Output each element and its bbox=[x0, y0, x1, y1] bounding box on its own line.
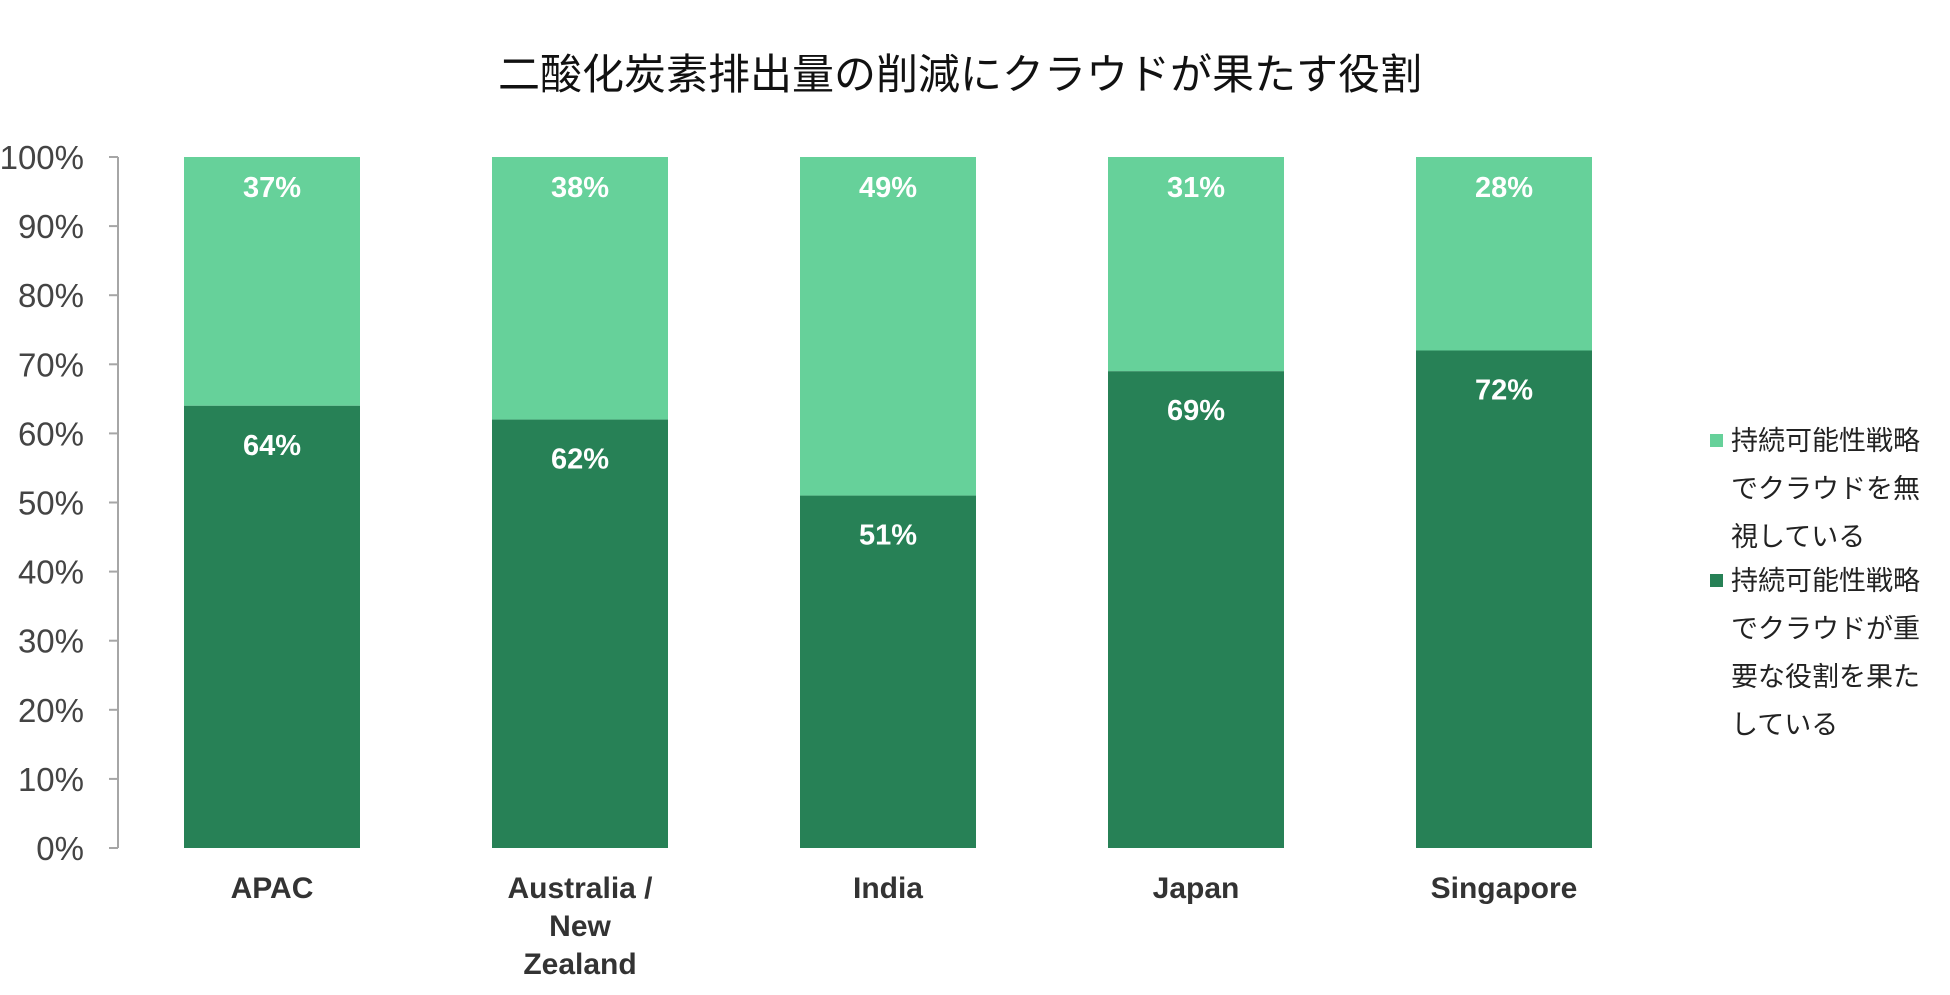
bar-segment-ignore bbox=[492, 157, 668, 420]
x-tick-label: APAC bbox=[231, 872, 314, 905]
bar-segment-ignore bbox=[1108, 157, 1284, 372]
x-tick-label: Australia / New Zealand bbox=[507, 872, 653, 981]
bar-segment-important bbox=[800, 495, 976, 848]
bar-segment-important bbox=[1416, 350, 1592, 848]
legend: 持続可能性戦略でクラウドを無視している持続可能性戦略でクラウドが重要な役割を果た… bbox=[1710, 426, 1920, 741]
legend-swatch bbox=[1710, 574, 1723, 587]
y-tick-label: 90% bbox=[18, 208, 84, 245]
data-label-ignore: 38% bbox=[551, 172, 609, 204]
y-tick-label: 20% bbox=[18, 692, 84, 729]
y-tick-label: 50% bbox=[18, 485, 84, 522]
x-tick-labels: APAC Australia / New Zealand India Japan Singa… bbox=[231, 872, 1578, 981]
bar-segment-important bbox=[1108, 371, 1284, 848]
legend-label-line: 視している bbox=[1731, 522, 1865, 553]
x-tick-label-line: Singapore bbox=[1431, 872, 1578, 905]
bar-segment-ignore bbox=[1416, 157, 1592, 351]
legend-label-line: 持続可能性戦略 bbox=[1731, 426, 1920, 457]
data-label-important: 69% bbox=[1167, 395, 1225, 427]
data-label-important: 51% bbox=[859, 520, 917, 552]
x-tick-label-line: Australia / bbox=[507, 872, 653, 905]
x-tick-label: India bbox=[853, 872, 923, 905]
y-tick-label: 30% bbox=[18, 623, 84, 660]
data-label-ignore: 37% bbox=[243, 172, 301, 204]
legend-label-line: 持続可能性戦略 bbox=[1731, 566, 1920, 597]
y-tick-label: 70% bbox=[18, 346, 84, 383]
legend-label-line: している bbox=[1731, 710, 1838, 741]
x-tick-label-line: Zealand bbox=[523, 948, 636, 981]
x-tick-label-line: India bbox=[853, 872, 923, 905]
legend-label-line: でクラウドが重 bbox=[1731, 614, 1920, 645]
legend-entry-label: 持続可能性戦略でクラウドが重要な役割を果たしている bbox=[1731, 566, 1920, 741]
data-label-ignore: 49% bbox=[859, 172, 917, 204]
legend-swatch bbox=[1710, 434, 1723, 447]
y-tick-label: 40% bbox=[18, 554, 84, 591]
data-label-ignore: 28% bbox=[1475, 172, 1533, 204]
y-tick-label: 60% bbox=[18, 415, 84, 452]
legend-label-line: でクラウドを無 bbox=[1731, 474, 1920, 505]
x-tick-label-line: Japan bbox=[1153, 872, 1240, 905]
bars bbox=[184, 157, 1592, 848]
y-tick-label: 10% bbox=[18, 761, 84, 798]
data-label-important: 72% bbox=[1475, 374, 1533, 406]
data-labels: 37% 64% 38% 62% 49% 51% 31% 69% 28% 72% bbox=[243, 172, 1533, 552]
legend-label-line: 要な役割を果た bbox=[1731, 662, 1920, 693]
data-label-important: 64% bbox=[243, 430, 301, 462]
x-tick-label: Singapore bbox=[1431, 872, 1578, 905]
bar-segment-important bbox=[492, 419, 668, 848]
x-tick-label-line: APAC bbox=[231, 872, 314, 905]
x-tick-label: Japan bbox=[1153, 872, 1240, 905]
y-tick-label: 80% bbox=[18, 277, 84, 314]
bar-segment-ignore bbox=[184, 157, 360, 406]
bar-segment-important bbox=[184, 405, 360, 848]
data-label-ignore: 31% bbox=[1167, 172, 1225, 204]
axes: 0% 10% 20% 30% 40% 50% 60% 70% 80% 90% 100% bbox=[0, 139, 119, 867]
legend-entry-label: 持続可能性戦略でクラウドを無視している bbox=[1731, 426, 1920, 553]
y-tick-label: 0% bbox=[36, 830, 84, 867]
y-tick-label: 100% bbox=[0, 139, 84, 176]
x-tick-label-line: New bbox=[549, 910, 611, 943]
data-label-important: 62% bbox=[551, 444, 609, 476]
chart-title: 二酸化炭素排出量の削減にクラウドが果たす役割 bbox=[498, 50, 1422, 99]
bar-segment-ignore bbox=[800, 157, 976, 496]
